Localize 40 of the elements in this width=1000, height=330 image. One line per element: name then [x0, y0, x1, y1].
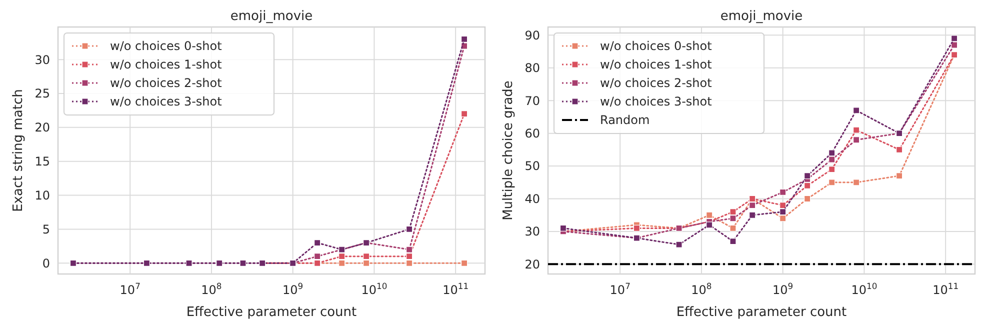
y-tick-label: 25 [34, 86, 50, 101]
legend-label: w/o choices 3-shot [600, 94, 712, 109]
y-axis-title: Exact string match [11, 89, 26, 212]
x-tick-label: 10$^{11}$ [932, 281, 959, 297]
y-tick-label: 60 [524, 126, 540, 141]
x-tick-label: 10$^{7}$ [120, 281, 140, 297]
x-tick-label: 10$^{11}$ [442, 281, 469, 297]
y-tick-label: 5 [42, 222, 50, 236]
y-tick-label: 15 [34, 154, 50, 169]
legend-label: Random [600, 113, 650, 128]
x-tick-label: 10$^{10}$ [851, 281, 878, 297]
y-axis-title: Multiple choice grade [501, 80, 516, 220]
legend-label: w/o choices 1-shot [600, 58, 712, 72]
y-tick-label: 80 [524, 61, 540, 76]
chart-title: emoji_movie [720, 9, 803, 24]
x-axis-title: Effective parameter count [676, 305, 847, 320]
y-tick-label: 20 [524, 257, 540, 272]
y-tick-label: 90 [524, 28, 540, 42]
y-tick-label: 20 [34, 120, 50, 135]
x-tick-label: 10$^{8}$ [201, 281, 222, 297]
legend-label: w/o choices 0-shot [110, 39, 222, 54]
legend-label: w/o choices 2-shot [110, 76, 222, 90]
y-tick-label: 10 [34, 188, 50, 202]
legend-label: w/o choices 1-shot [110, 58, 222, 72]
legend-label: w/o choices 3-shot [110, 94, 222, 109]
y-tick-label: 30 [524, 224, 540, 239]
y-tick-label: 0 [42, 256, 50, 270]
y-tick-label: 70 [524, 94, 540, 108]
y-tick-label: 50 [524, 159, 540, 174]
y-tick-label: 40 [524, 192, 540, 206]
x-tick-label: 10$^{10}$ [361, 281, 388, 297]
x-tick-label: 10$^{7}$ [610, 281, 630, 297]
x-tick-label: 10$^{9}$ [282, 281, 304, 297]
x-tick-label: 10$^{9}$ [772, 281, 794, 297]
x-axis-title: Effective parameter count [186, 305, 357, 320]
y-tick-label: 30 [34, 52, 50, 67]
x-tick-label: 10$^{8}$ [691, 281, 712, 297]
chart-title: emoji_movie [230, 9, 313, 24]
legend-label: w/o choices 0-shot [600, 39, 712, 54]
legend-label: w/o choices 2-shot [600, 76, 712, 90]
